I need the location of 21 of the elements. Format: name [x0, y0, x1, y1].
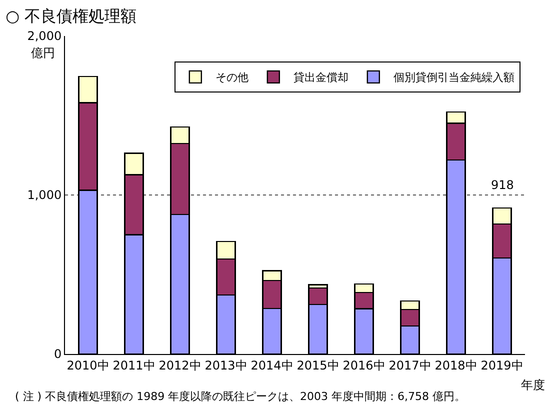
x-tick-label: 2010中: [66, 358, 110, 372]
y-axis-title: 億円: [31, 46, 55, 60]
x-axis-title: 年度: [521, 378, 545, 392]
text: ( 注 ) 不良債権処理額の 1989 年度以降の既往ピークは、2003 年度中間期：6,758 億円。: [15, 390, 466, 403]
x-tick-label: 2018中: [434, 358, 478, 372]
total-label: 918: [491, 178, 514, 192]
y-tick-label: 1,000: [27, 188, 62, 202]
x-tick-label: 2014中: [250, 358, 294, 372]
legend-label: その他: [215, 71, 248, 84]
y-tick-label: 0: [54, 347, 62, 362]
x-tick-label: 2011中: [112, 358, 156, 372]
x-tick-label: 2012中: [158, 358, 202, 372]
x-tick-label: 2015中: [296, 358, 340, 372]
legend-label: 貸出金償却: [293, 71, 348, 84]
x-tick-label: 2013中: [204, 358, 248, 372]
legend-label: 個別貸倒引当金純繰入額: [393, 71, 514, 84]
x-tick-label: 2019中: [480, 358, 524, 372]
y-tick-label: 2,000: [27, 29, 62, 44]
x-tick-label: 2017中: [388, 358, 432, 372]
x-tick-label: 2016中: [342, 358, 386, 372]
chart-title: ○ 不良債権処理額: [6, 6, 137, 26]
